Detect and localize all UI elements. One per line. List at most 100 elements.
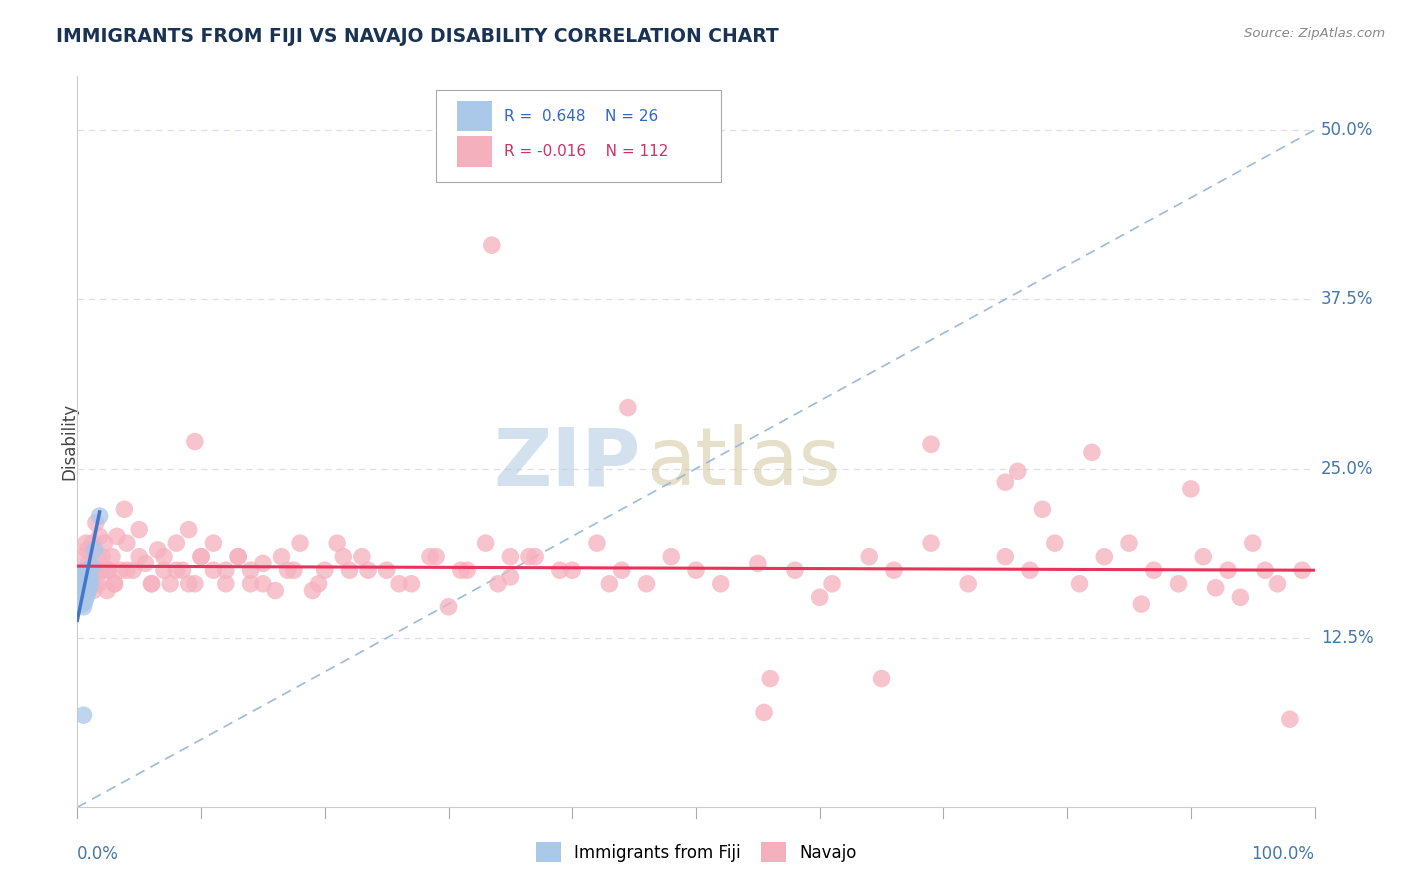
Point — [524, 549, 547, 564]
Point — [858, 549, 880, 564]
Point — [659, 549, 682, 564]
Point — [1069, 576, 1091, 591]
Point — [610, 563, 633, 577]
Point — [84, 570, 107, 584]
Point — [105, 529, 128, 543]
Point — [77, 557, 100, 571]
Point — [89, 509, 111, 524]
Point — [239, 563, 262, 577]
Point — [783, 563, 806, 577]
Point — [1043, 536, 1066, 550]
Point — [82, 583, 104, 598]
Point — [75, 576, 97, 591]
Point — [122, 563, 145, 577]
Point — [1180, 482, 1202, 496]
Point — [1278, 712, 1301, 726]
Point — [314, 563, 336, 577]
Point — [73, 594, 96, 608]
Point — [517, 549, 540, 564]
Point — [72, 570, 94, 584]
Text: ZIP: ZIP — [494, 425, 640, 502]
Point — [134, 557, 156, 571]
Point — [474, 536, 496, 550]
Point — [308, 576, 330, 591]
Point — [128, 523, 150, 537]
Point — [72, 563, 94, 577]
Point — [177, 576, 200, 591]
Point — [1216, 563, 1239, 577]
Point — [617, 401, 640, 415]
Point — [1254, 563, 1277, 577]
Point — [77, 583, 100, 598]
Point — [79, 579, 101, 593]
Point — [499, 570, 522, 584]
FancyBboxPatch shape — [457, 136, 492, 167]
Point — [1130, 597, 1153, 611]
Point — [91, 563, 114, 577]
Point — [920, 437, 942, 451]
Point — [375, 563, 398, 577]
Point — [283, 563, 305, 577]
Point — [598, 576, 620, 591]
Point — [112, 502, 135, 516]
Point — [72, 586, 94, 600]
Point — [73, 576, 96, 591]
Text: 37.5%: 37.5% — [1320, 290, 1374, 309]
Point — [80, 573, 103, 587]
Point — [1143, 563, 1166, 577]
Point — [994, 475, 1017, 490]
Point — [72, 599, 94, 614]
Point — [89, 529, 111, 543]
Point — [110, 563, 132, 577]
Point — [72, 708, 94, 723]
Point — [97, 563, 120, 577]
Point — [288, 536, 311, 550]
Point — [153, 549, 176, 564]
Point — [172, 563, 194, 577]
Text: 100.0%: 100.0% — [1251, 846, 1315, 863]
Point — [86, 549, 108, 564]
Point — [146, 542, 169, 557]
Point — [177, 523, 200, 537]
Point — [73, 581, 96, 595]
Point — [101, 549, 124, 564]
Point — [301, 583, 323, 598]
Point — [141, 576, 163, 591]
Point — [332, 549, 354, 564]
Point — [79, 563, 101, 577]
Point — [1031, 502, 1053, 516]
Point — [202, 536, 225, 550]
Point — [115, 536, 138, 550]
Point — [184, 576, 207, 591]
Text: atlas: atlas — [647, 425, 841, 502]
Point — [239, 576, 262, 591]
Point — [481, 238, 503, 252]
Point — [437, 599, 460, 614]
Point — [226, 549, 249, 564]
Point — [870, 672, 893, 686]
Point — [128, 549, 150, 564]
Point — [1019, 563, 1042, 577]
Point — [87, 576, 110, 591]
Point — [190, 549, 212, 564]
Text: Source: ZipAtlas.com: Source: ZipAtlas.com — [1244, 27, 1385, 40]
Point — [76, 583, 98, 598]
Point — [73, 567, 96, 582]
Point — [83, 563, 105, 577]
Point — [759, 672, 782, 686]
Point — [419, 549, 441, 564]
Point — [1192, 549, 1215, 564]
Point — [1291, 563, 1313, 577]
Point — [883, 563, 905, 577]
Point — [97, 563, 120, 577]
Y-axis label: Disability: Disability — [60, 403, 77, 480]
Point — [350, 549, 373, 564]
Text: 12.5%: 12.5% — [1320, 629, 1374, 647]
Point — [70, 549, 93, 564]
Point — [1205, 581, 1227, 595]
Point — [920, 536, 942, 550]
Point — [75, 536, 97, 550]
Point — [76, 542, 98, 557]
Point — [957, 576, 980, 591]
Point — [548, 563, 571, 577]
